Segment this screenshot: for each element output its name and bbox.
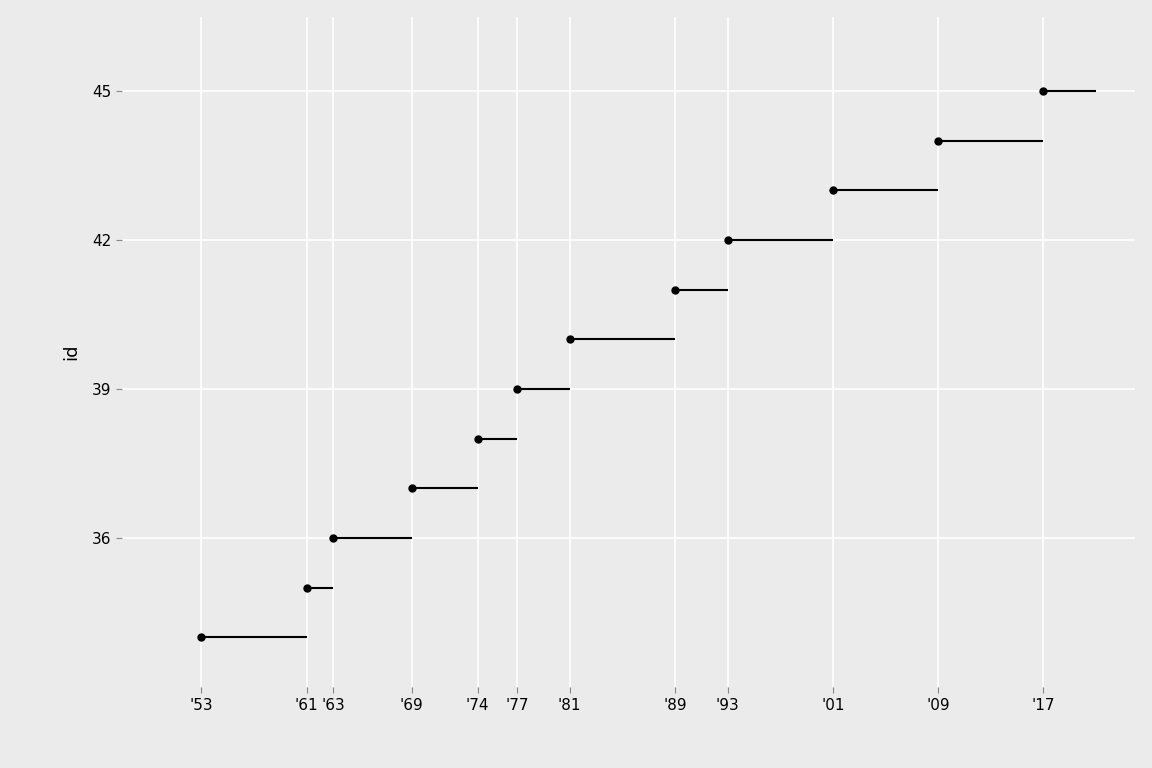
Y-axis label: id: id <box>62 343 81 360</box>
